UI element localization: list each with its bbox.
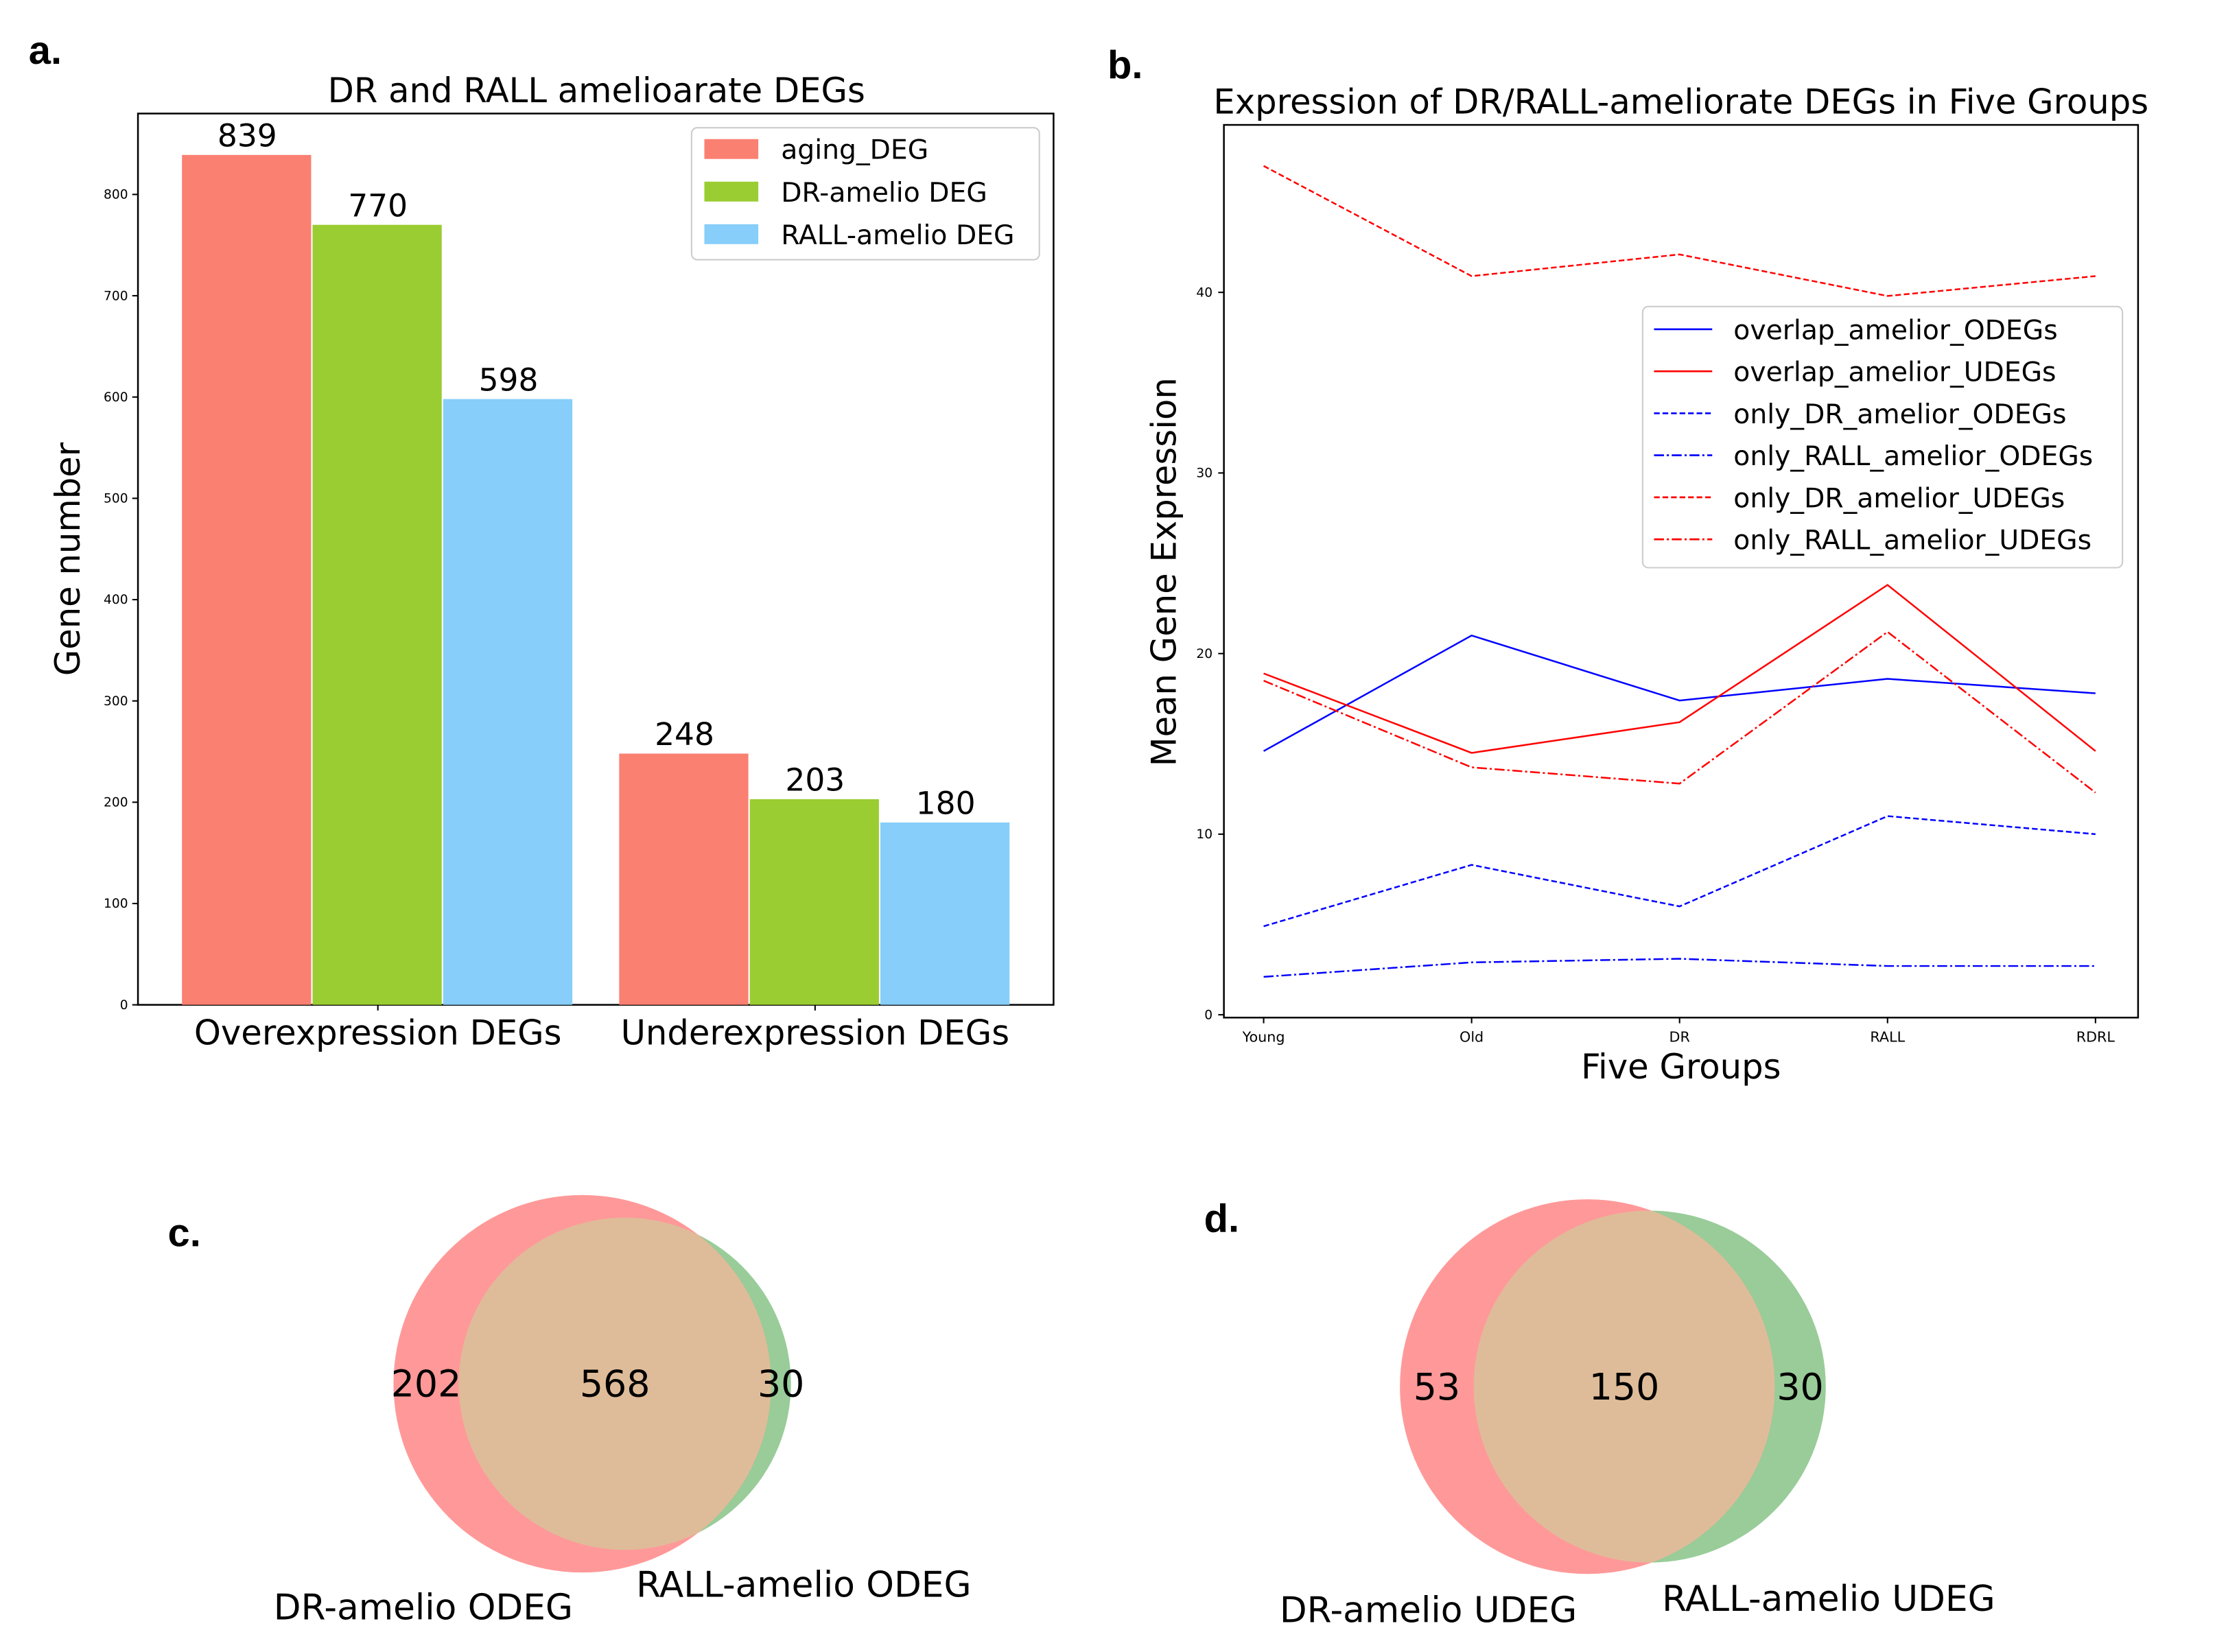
legend-label: only_DR_amelior_UDEGs (1733, 483, 2065, 514)
bar-plot-frame (137, 113, 1055, 1006)
bar-RALL-amelio DEG (880, 822, 1010, 1005)
x-tick-label: Overexpression DEGs (194, 1013, 562, 1053)
x-tick-label: Old (1460, 1028, 1484, 1045)
bar-RALL-amelio DEG (443, 399, 573, 1005)
line-chart-ylabel: Mean Gene Expression (1144, 377, 1184, 766)
legend-swatch (704, 139, 759, 159)
legend-label: only_DR_amelior_ODEGs (1733, 399, 2066, 430)
venn-count-only-a: 202 (391, 1362, 462, 1406)
x-tick-label: Young (1242, 1028, 1285, 1045)
legend-box (1641, 305, 2124, 569)
legend-label: only_RALL_amelior_ODEGs (1733, 441, 2093, 472)
bar-chart: DR and RALL amelioarate DEGs Gene number… (48, 71, 1055, 1053)
line-series-only_DR_amelior_ODEGs (1263, 815, 2096, 928)
y-tick-label: 0 (120, 998, 128, 1013)
legend-label: overlap_amelior_UDEGs (1733, 357, 2056, 388)
line-plot-frame (1223, 123, 2140, 1019)
line-series-overlap_amelior_UDEGs (1263, 584, 2096, 754)
panel-label-d: d. (1204, 1197, 1239, 1241)
venn-set-label-a: DR-amelio ODEG (274, 1587, 573, 1628)
line-series-overlap_amelior_ODEGs (1263, 634, 2096, 752)
y-tick-label: 100 (104, 897, 128, 911)
x-tick-label: Underexpression DEGs (621, 1013, 1009, 1053)
bar-aging_DEG (182, 154, 312, 1005)
y-tick-label: 30 (1196, 467, 1212, 481)
bar-value-label: 839 (218, 117, 277, 154)
y-tick-label: 700 (104, 289, 128, 303)
venn-count-only-a: 53 (1414, 1365, 1460, 1408)
venn-count-both: 568 (580, 1362, 651, 1406)
venn-set-label-a: DR-amelio UDEG (1280, 1590, 1577, 1631)
y-tick-label: 600 (104, 390, 128, 405)
line-series-only_DR_amelior_UDEGs (1263, 165, 2096, 297)
y-tick-label: 10 (1196, 827, 1212, 842)
panel-label-a: a. (29, 29, 62, 73)
line-chart: Expression of DR/RALL-ameliorate DEGs in… (1144, 82, 2148, 1087)
panel-label-b: b. (1108, 43, 1142, 87)
y-tick-label: 200 (104, 796, 128, 810)
bar-value-label: 180 (916, 785, 976, 821)
bar-chart-title: DR and RALL amelioarate DEGs (328, 71, 865, 110)
venn-set-label-b: RALL-amelio ODEG (636, 1564, 971, 1605)
legend-label: RALL-amelio DEG (781, 220, 1014, 251)
line-chart-title: Expression of DR/RALL-ameliorate DEGs in… (1213, 82, 2148, 121)
bar-value-label: 203 (785, 762, 845, 799)
y-tick-label: 800 (104, 188, 128, 202)
y-tick-label: 0 (1204, 1008, 1212, 1022)
legend-label: only_RALL_amelior_UDEGs (1733, 526, 2091, 556)
legend-label: DR-amelio DEG (781, 178, 987, 209)
panel-label-c: c. (168, 1211, 201, 1255)
venn-count-only-b: 30 (1777, 1365, 1823, 1408)
venn-diagram-d: 53 150 30 DR-amelio UDEG RALL-amelio UDEG (1280, 1199, 1995, 1631)
bar-value-label: 770 (348, 187, 408, 224)
legend-swatch (704, 224, 759, 244)
legend-label: overlap_amelior_ODEGs (1733, 315, 2057, 346)
y-tick-label: 500 (104, 492, 128, 506)
line-series-only_RALL_amelior_UDEGs (1263, 630, 2096, 794)
y-tick-label: 300 (104, 694, 128, 709)
x-tick-label: RALL (1870, 1028, 1905, 1045)
y-tick-label: 20 (1196, 647, 1212, 661)
line-chart-xlabel: Five Groups (1581, 1047, 1781, 1087)
bar-DR-amelio DEG (312, 224, 442, 1005)
bar-value-label: 248 (655, 716, 714, 753)
venn-count-only-b: 30 (758, 1362, 804, 1406)
bar-aging_DEG (619, 753, 749, 1005)
venn-count-both: 150 (1589, 1365, 1660, 1408)
x-tick-label: DR (1669, 1028, 1690, 1045)
y-tick-label: 40 (1196, 285, 1212, 300)
bar-DR-amelio DEG (749, 799, 879, 1005)
legend-box (690, 127, 1040, 261)
y-tick-label: 400 (104, 593, 128, 607)
bar-value-label: 598 (479, 362, 539, 398)
venn-set-label-b: RALL-amelio UDEG (1662, 1579, 1995, 1620)
venn-diagram-c: 202 568 30 DR-amelio ODEG RALL-amelio ODEG (274, 1194, 972, 1628)
line-series-only_RALL_amelior_ODEGs (1263, 958, 2096, 978)
x-tick-label: RDRL (2076, 1028, 2116, 1045)
bar-chart-ylabel: Gene number (48, 442, 88, 676)
legend-label: aging_DEG (781, 135, 928, 166)
legend-swatch (704, 181, 759, 202)
